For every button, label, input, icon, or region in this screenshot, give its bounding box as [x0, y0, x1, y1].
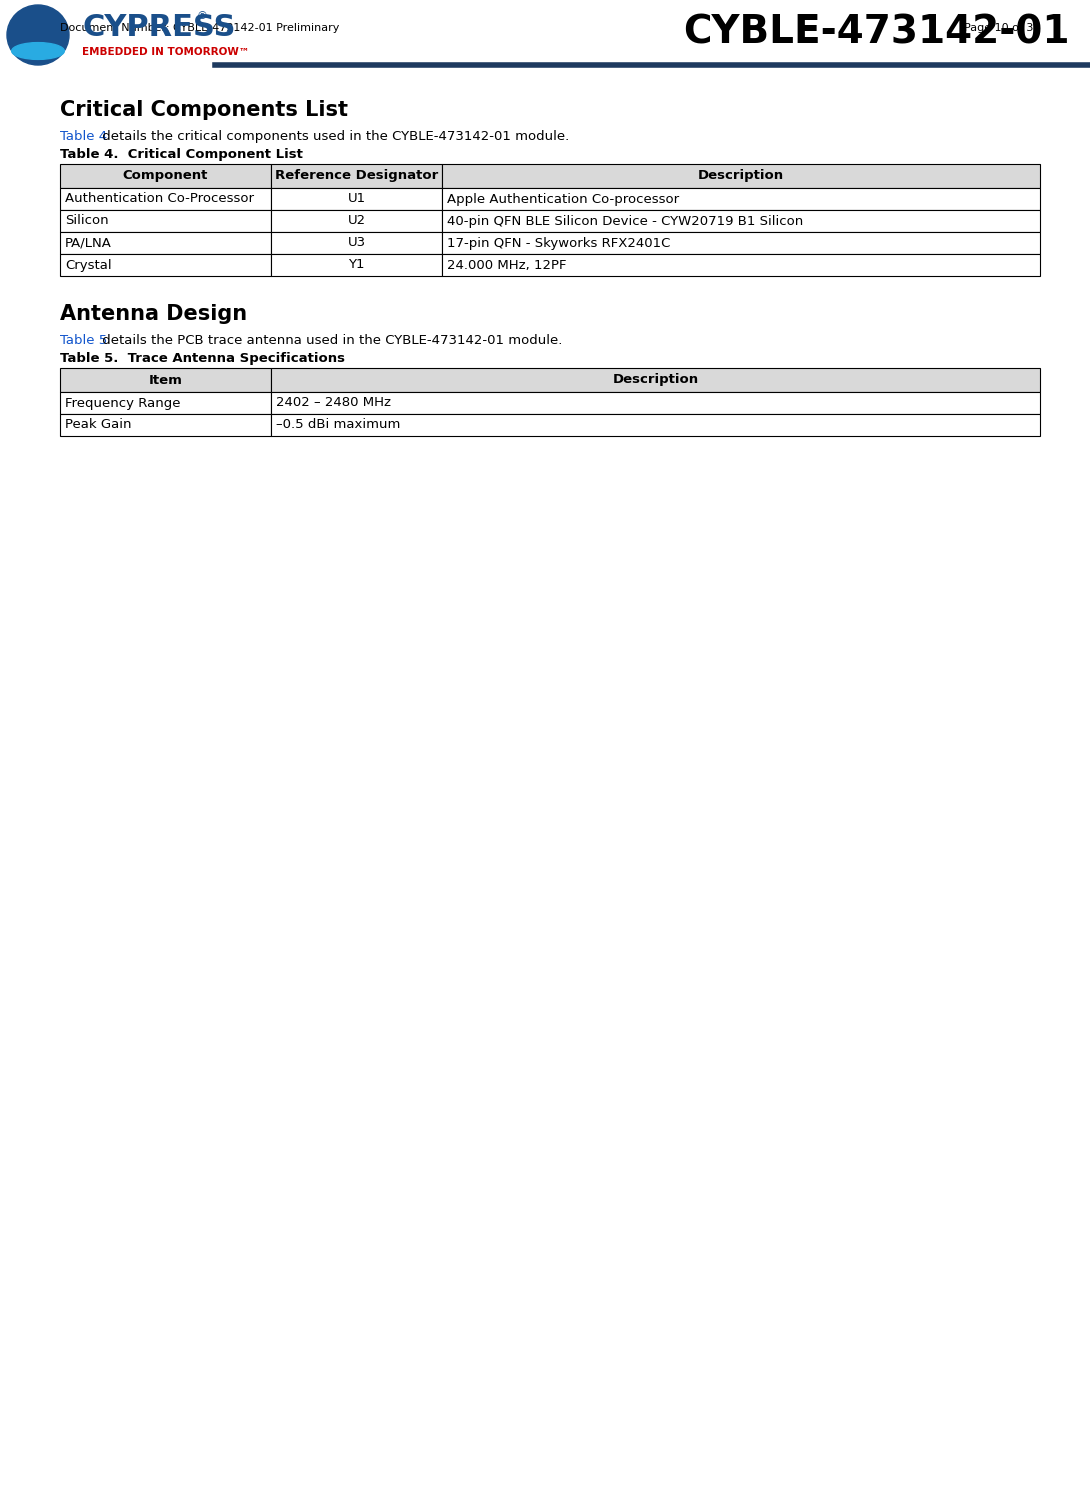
- Bar: [270, 211, 443, 232]
- Text: Antenna Design: Antenna Design: [60, 303, 247, 324]
- Bar: [270, 254, 443, 276]
- Text: Peak Gain: Peak Gain: [65, 418, 132, 432]
- Bar: [270, 188, 443, 211]
- Bar: [443, 211, 1040, 232]
- Text: 2402 – 2480 MHz: 2402 – 2480 MHz: [276, 396, 390, 409]
- Bar: [60, 188, 270, 211]
- Text: Description: Description: [698, 169, 784, 182]
- Ellipse shape: [12, 43, 64, 60]
- Text: ®: ®: [196, 10, 207, 21]
- Bar: [270, 368, 1040, 391]
- Text: U2: U2: [348, 215, 365, 227]
- Bar: [270, 414, 1040, 436]
- Text: Silicon: Silicon: [65, 215, 109, 227]
- Text: Frequency Range: Frequency Range: [65, 396, 181, 409]
- Bar: [270, 391, 1040, 414]
- Text: U3: U3: [348, 236, 365, 249]
- Bar: [0, 0, 1090, 75]
- Text: Table 4.  Critical Component List: Table 4. Critical Component List: [60, 148, 303, 161]
- Bar: [60, 368, 270, 391]
- Text: Y1: Y1: [348, 258, 365, 272]
- Bar: [60, 164, 270, 188]
- Text: U1: U1: [348, 193, 365, 206]
- Text: Authentication Co-Processor: Authentication Co-Processor: [65, 193, 254, 206]
- Text: CYBLE-473142-01: CYBLE-473142-01: [683, 13, 1070, 51]
- Text: Apple Authentication Co-processor: Apple Authentication Co-processor: [447, 193, 679, 206]
- Bar: [60, 254, 270, 276]
- Bar: [443, 254, 1040, 276]
- Text: 17-pin QFN - Skyworks RFX2401C: 17-pin QFN - Skyworks RFX2401C: [447, 236, 670, 249]
- Text: 40-pin QFN BLE Silicon Device - CYW20719 B1 Silicon: 40-pin QFN BLE Silicon Device - CYW20719…: [447, 215, 803, 227]
- Text: Component: Component: [123, 169, 208, 182]
- Bar: [270, 232, 443, 254]
- Bar: [443, 188, 1040, 211]
- Text: Table 4: Table 4: [60, 130, 107, 143]
- Text: details the critical components used in the CYBLE-473142-01 module.: details the critical components used in …: [98, 130, 569, 143]
- Text: Document Number: CYBLE-473142-01 Preliminary: Document Number: CYBLE-473142-01 Prelimi…: [60, 22, 339, 33]
- Text: –0.5 dBi maximum: –0.5 dBi maximum: [276, 418, 400, 432]
- Text: Table 5.  Trace Antenna Specifications: Table 5. Trace Antenna Specifications: [60, 353, 346, 365]
- Text: CYPRESS: CYPRESS: [82, 13, 235, 42]
- Bar: [60, 414, 270, 436]
- Text: Description: Description: [613, 374, 699, 387]
- Bar: [443, 164, 1040, 188]
- Bar: [60, 391, 270, 414]
- Text: Crystal: Crystal: [65, 258, 111, 272]
- Text: details the PCB trace antenna used in the CYBLE-473142-01 module.: details the PCB trace antenna used in th…: [98, 335, 562, 347]
- Text: 24.000 MHz, 12PF: 24.000 MHz, 12PF: [447, 258, 567, 272]
- Ellipse shape: [7, 4, 69, 66]
- Bar: [443, 232, 1040, 254]
- Text: EMBEDDED IN TOMORROW™: EMBEDDED IN TOMORROW™: [82, 46, 250, 57]
- Bar: [60, 211, 270, 232]
- Bar: [60, 232, 270, 254]
- Text: Item: Item: [148, 374, 182, 387]
- Bar: [270, 164, 443, 188]
- Text: Critical Components List: Critical Components List: [60, 100, 348, 120]
- Text: PA/LNA: PA/LNA: [65, 236, 112, 249]
- Text: Reference Designator: Reference Designator: [275, 169, 438, 182]
- Text: Table 5: Table 5: [60, 335, 107, 347]
- Text: Page 10 of 34: Page 10 of 34: [964, 22, 1040, 33]
